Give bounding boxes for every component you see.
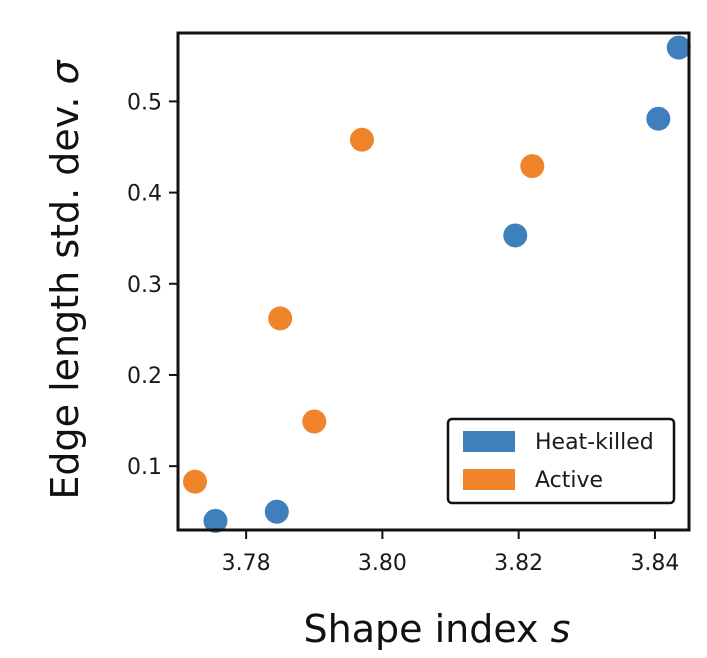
data-point-heat-killed xyxy=(264,499,289,524)
data-point-heat-killed xyxy=(503,223,528,248)
y-tick-label: 0.4 xyxy=(127,182,162,207)
data-point-heat-killed xyxy=(646,106,671,131)
y-axis-label-text: Edge length std. dev. xyxy=(43,97,87,500)
legend-label-heat-killed: Heat-killed xyxy=(535,430,654,455)
legend-swatch-heat-killed xyxy=(463,431,515,452)
data-point-heat-killed xyxy=(666,35,691,60)
legend: Heat-killed Active xyxy=(446,417,676,505)
legend-swatch-active xyxy=(463,469,515,490)
data-point-active xyxy=(302,409,327,434)
data-point-active xyxy=(268,306,293,331)
y-tick-label: 0.3 xyxy=(127,273,162,298)
plot-frame xyxy=(176,31,691,532)
y-tick-label: 0.2 xyxy=(127,364,162,389)
data-point-active xyxy=(520,154,545,179)
x-tick-label: 3.82 xyxy=(494,551,543,576)
data-points xyxy=(183,35,691,533)
x-tick-label: 3.80 xyxy=(358,551,407,576)
data-point-active xyxy=(183,469,208,494)
y-tick-label: 0.1 xyxy=(127,455,162,480)
data-point-heat-killed xyxy=(203,508,228,533)
y-tick-label: 0.5 xyxy=(127,90,162,115)
y-axis-label: Edge length std. dev. σ xyxy=(43,58,87,499)
x-axis-label-text: Shape index xyxy=(304,607,539,651)
x-axis-label-symbol: s xyxy=(551,607,571,651)
x-tick-label: 3.78 xyxy=(222,551,271,576)
x-tick-label: 3.84 xyxy=(630,551,679,576)
y-axis-label-symbol: σ xyxy=(43,58,87,84)
legend-label-active: Active xyxy=(535,468,603,493)
x-axis-label: Shape index s xyxy=(304,607,571,651)
data-point-active xyxy=(349,127,374,152)
axis-ticks: 3.78 3.80 3.82 3.84 0.1 0.2 0.3 0.4 0.5 xyxy=(127,90,679,576)
